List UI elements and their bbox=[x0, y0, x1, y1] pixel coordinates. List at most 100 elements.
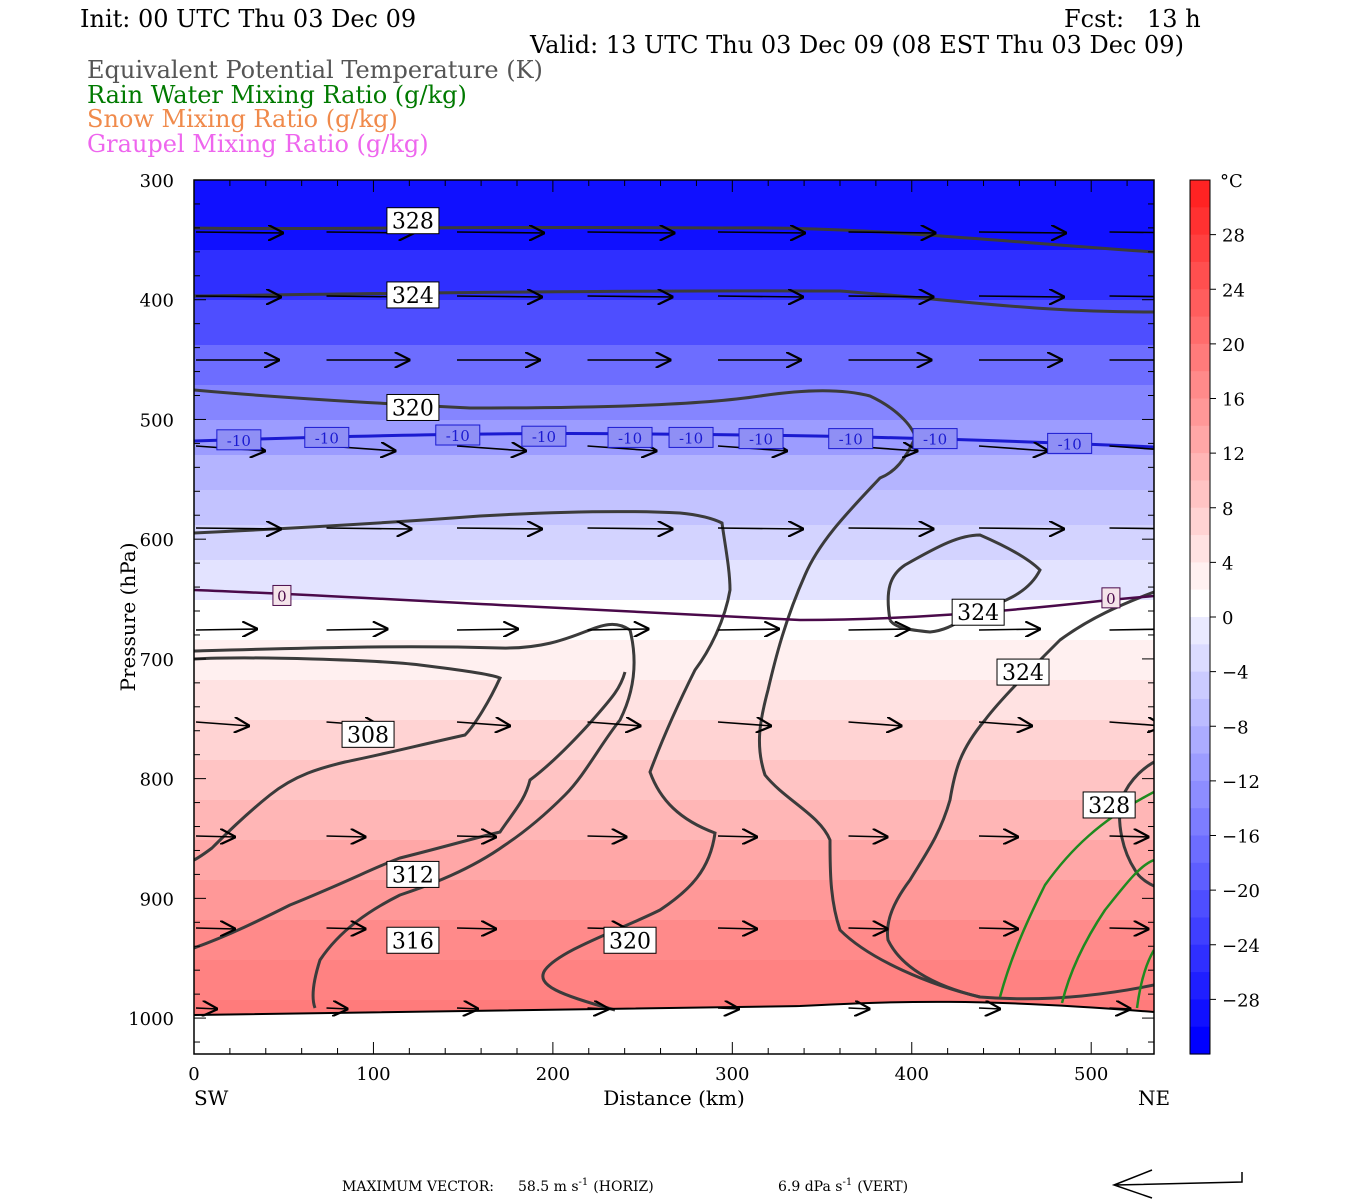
wind-vector bbox=[456, 232, 545, 233]
x-axis-title: Distance (km) bbox=[603, 1086, 745, 1110]
colorbar-label: −8 bbox=[1222, 717, 1249, 738]
colorbar-segment bbox=[1190, 180, 1210, 208]
y-tick-label: 500 bbox=[140, 410, 174, 431]
x-tick-label: 200 bbox=[536, 1064, 570, 1085]
wind-vector bbox=[195, 528, 282, 529]
colorbar-segment bbox=[1190, 999, 1210, 1028]
isotherm-label-box bbox=[828, 428, 874, 450]
reference-vector bbox=[1111, 1169, 1243, 1199]
x-tick-label: 100 bbox=[356, 1064, 390, 1085]
x-tick-label: 500 bbox=[1074, 1064, 1108, 1085]
colorbar-segment bbox=[1190, 698, 1210, 727]
x-tick-label: 0 bbox=[188, 1064, 199, 1085]
colorbar-segment bbox=[1190, 535, 1210, 563]
colorbar-label: −20 bbox=[1222, 881, 1260, 902]
wind-vector bbox=[587, 836, 628, 837]
y-tick-label: 600 bbox=[140, 530, 174, 551]
temperature-band bbox=[194, 455, 1154, 491]
isotherm-label: -10 bbox=[1058, 435, 1082, 453]
wind-vector bbox=[1109, 928, 1150, 929]
max-vector-legend: MAXIMUM VECTOR: 58.5 m s-1 (HORIZ) 6.9 dP… bbox=[342, 1169, 1243, 1199]
colorbar-label: 0 bbox=[1222, 608, 1233, 629]
below-ground bbox=[194, 1001, 1154, 1054]
temperature-band bbox=[194, 560, 1154, 601]
temperature-band bbox=[194, 920, 1154, 961]
colorbar-segment bbox=[1190, 398, 1210, 427]
theta-e-label: 320 bbox=[609, 929, 651, 954]
wind-vector bbox=[1109, 836, 1150, 837]
temperature-band bbox=[194, 960, 1154, 1001]
isotherm-label-box bbox=[738, 428, 784, 450]
wind-vector bbox=[717, 528, 804, 529]
temperature-band bbox=[194, 490, 1154, 526]
isotherm-label-box bbox=[435, 424, 481, 446]
colorbar-segment bbox=[1190, 562, 1210, 591]
temperature-band bbox=[194, 525, 1154, 561]
y-tick-label: 400 bbox=[140, 291, 174, 312]
field-label-rain: Rain Water Mixing Ratio (g/kg) bbox=[87, 81, 467, 109]
colorbar-label: 12 bbox=[1222, 444, 1245, 465]
colorbar-segment bbox=[1190, 425, 1210, 454]
wind-vector bbox=[456, 629, 519, 630]
isotherm-label: -10 bbox=[618, 429, 642, 447]
colorbar-segment bbox=[1190, 644, 1210, 673]
wind-vector bbox=[978, 296, 1065, 297]
wind-vector bbox=[587, 528, 674, 529]
isotherm-label: -10 bbox=[749, 431, 773, 449]
isotherm-label: 0 bbox=[1106, 590, 1116, 608]
forecast-hour: Fcst: 13 h bbox=[1064, 5, 1201, 33]
colorbar-segment bbox=[1190, 753, 1210, 782]
wind-vector bbox=[1109, 1008, 1132, 1009]
theta-e-label-box bbox=[386, 926, 440, 954]
wind-vector bbox=[195, 232, 284, 233]
theta-e-contour bbox=[885, 590, 1154, 999]
wind-vector bbox=[848, 1008, 871, 1009]
y-tick-label: 700 bbox=[140, 650, 174, 671]
isotherm-label-box bbox=[272, 584, 292, 606]
temperature-colorbar: 28 24 20 16 12 8 4 0 −4 −8 −12 −16 −20 −24 −28 bbox=[1189, 179, 1260, 1055]
wind-vector bbox=[978, 836, 1019, 837]
wind-vector bbox=[195, 296, 282, 297]
wind-vector bbox=[717, 629, 780, 630]
temperature-band bbox=[194, 345, 1154, 386]
theta-e-contours bbox=[194, 225, 1154, 1012]
theta-e-label: 320 bbox=[392, 396, 434, 421]
wind-vector bbox=[848, 528, 935, 529]
wind-vector bbox=[848, 722, 903, 726]
contour-labels: -10 -10 -10 -10 -10 -10 -10 -10 -10 -10 0 0 328 324 32… bbox=[216, 207, 1136, 954]
x-end-right-label: NE bbox=[1138, 1086, 1170, 1110]
plot-frame bbox=[193, 179, 1155, 1055]
y-tick-label: 900 bbox=[140, 889, 174, 910]
wind-vector bbox=[1109, 527, 1154, 530]
wind-vector bbox=[587, 722, 642, 726]
max-vector-label: MAXIMUM VECTOR: bbox=[342, 1179, 494, 1195]
temperature-band bbox=[194, 720, 1154, 761]
theta-e-label: 316 bbox=[392, 929, 434, 954]
theta-e-label-box bbox=[996, 658, 1050, 686]
wind-vector bbox=[456, 1008, 479, 1009]
colorbar-segment bbox=[1190, 617, 1210, 645]
y-tick-label: 800 bbox=[140, 770, 174, 791]
y-axis: 300 400 500 600 700 800 900 1000 bbox=[128, 171, 1154, 1043]
wind-vector bbox=[587, 1008, 610, 1009]
theta-e-label: 324 bbox=[1002, 661, 1044, 686]
wind-vector bbox=[1109, 295, 1154, 298]
colorbar-label: 20 bbox=[1222, 335, 1245, 356]
x-tick-label: 300 bbox=[715, 1064, 749, 1085]
theta-e-label: 324 bbox=[957, 601, 999, 626]
theta-e-label-box bbox=[386, 281, 440, 309]
theta-e-label-box bbox=[386, 860, 440, 888]
colorbar-segment bbox=[1190, 780, 1210, 809]
wind-vector bbox=[587, 629, 650, 630]
temperature-band bbox=[194, 600, 1154, 641]
theta-e-contour bbox=[1118, 760, 1154, 888]
rain-contour bbox=[1060, 858, 1154, 1004]
isotherm-label-box bbox=[912, 428, 958, 450]
x-axis: 0 100 200 300 400 500 bbox=[188, 180, 1128, 1085]
colorbar-segment bbox=[1190, 289, 1210, 318]
colorbar-label: 16 bbox=[1222, 390, 1245, 411]
theta-e-label-box bbox=[1082, 791, 1136, 819]
isotherm-label-box bbox=[521, 425, 567, 447]
x-end-left-label: SW bbox=[194, 1086, 229, 1110]
